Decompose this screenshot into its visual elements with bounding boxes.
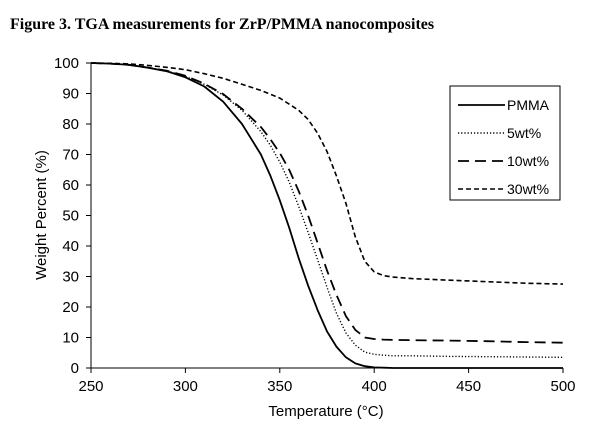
y-tick-label: 10 [62, 330, 79, 347]
x-tick-label: 450 [456, 378, 481, 395]
x-tick-label: 400 [362, 378, 387, 395]
axes: 0 10 20 30 40 50 60 70 80 90 100 250 300 350 400 450 500 [54, 55, 576, 395]
x-tick-label: 500 [550, 378, 575, 395]
y-tick-label: 0 [71, 360, 79, 377]
y-tick-label: 20 [62, 299, 79, 316]
series-line-10wt- [90, 62, 564, 344]
y-tick-label: 80 [62, 116, 79, 133]
legend-label: PMMA [507, 97, 550, 113]
series-line-30wt- [90, 62, 564, 285]
series-layer [90, 62, 564, 369]
series-line-pmma [90, 62, 563, 369]
x-axis-label: Temperature (°C) [268, 403, 383, 420]
y-axis-label: Weight Percent (%) [33, 150, 50, 280]
figure-title: Figure 3. TGA measurements for ZrP/PMMA … [10, 16, 435, 33]
y-tick-label: 30 [62, 269, 79, 286]
y-tick-label: 90 [62, 86, 79, 103]
legend-label: 5wt% [507, 125, 541, 141]
x-tick-label: 250 [78, 378, 103, 395]
y-tick-label: 60 [62, 177, 79, 194]
legend-label: 30wt% [507, 181, 549, 197]
y-tick-label: 100 [54, 55, 79, 72]
x-tick-label: 300 [173, 378, 198, 395]
x-tick-label: 350 [267, 378, 292, 395]
legend-label: 10wt% [507, 153, 549, 169]
legend: PMMA 5wt% 10wt% 30wt% [449, 85, 561, 201]
y-tick-label: 40 [62, 238, 79, 255]
y-tick-label: 50 [62, 208, 79, 225]
y-tick-label: 70 [62, 147, 79, 164]
